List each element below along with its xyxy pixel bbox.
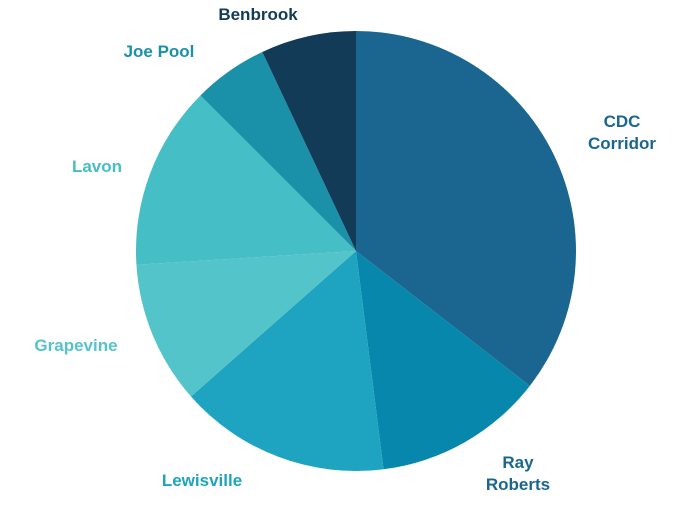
pie-slice-cdc-corridor xyxy=(356,31,576,386)
slice-label-lavon: Lavon xyxy=(72,157,122,176)
pie-slice-ray-roberts xyxy=(356,251,530,470)
slice-label-benbrook: Benbrook xyxy=(218,5,298,24)
slice-label-lewisville: Lewisville xyxy=(162,471,242,490)
slice-label-cdc-corridor: CDC Corridor xyxy=(588,112,656,153)
pie-labels: CDC Corridor Ray Roberts Lewisville Grapevine… xyxy=(34,5,656,494)
pie-slices xyxy=(135,31,576,472)
slice-label-ray-roberts: Ray Roberts xyxy=(486,453,550,494)
pie-slice-lewisville xyxy=(190,251,384,472)
pie-slice-joe-pool xyxy=(200,51,356,251)
slice-label-joe-pool: Joe Pool xyxy=(124,42,195,61)
pie-slice-grapevine xyxy=(136,251,356,397)
slice-label-grapevine: Grapevine xyxy=(34,336,117,355)
pie-slice-lavon xyxy=(135,95,356,265)
pie-slice-benbrook xyxy=(262,31,356,251)
